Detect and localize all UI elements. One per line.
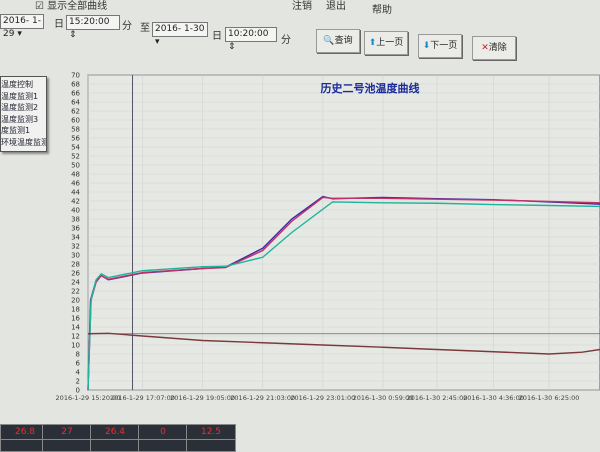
y-tick-label: 8 (76, 351, 80, 359)
day-label-2: 日 (212, 31, 222, 42)
arrow-up-icon: ⬆ (368, 38, 377, 48)
start-date-value: 2016- 1-29 (3, 16, 41, 39)
query-label: 查询 (334, 36, 353, 46)
end-date-value: 2016- 1-30 (155, 24, 205, 34)
x-tick-label: 2016-1-30 6:25:00 (519, 394, 580, 402)
y-tick-label: 24 (71, 279, 80, 287)
readout: 12.5 (186, 424, 236, 440)
y-tick-label: 22 (71, 288, 80, 296)
y-tick-label: 30 (71, 252, 80, 260)
to-label: 至 (140, 23, 150, 34)
legend-item[interactable]: 温度控制 (1, 80, 33, 89)
y-tick-label: 34 (71, 234, 80, 242)
legend-item[interactable]: 温度监测2 (1, 103, 39, 112)
x-tick-label: 2016-1-29 15:20:00 (56, 394, 121, 402)
series-line-3 (87, 332, 600, 355)
end-time-value: 10:20:00 (228, 29, 269, 39)
y-tick-label: 2 (76, 378, 80, 386)
y-tick-label: 18 (71, 306, 80, 314)
show-all-label: 显示全部曲线 (47, 1, 108, 12)
search-icon: 🔍 (323, 36, 335, 46)
readout: 27 (42, 424, 92, 440)
legend-item[interactable]: 温度监测3 (1, 114, 39, 124)
query-button[interactable]: 🔍查询 (316, 29, 360, 53)
x-tick-label: 2016-1-30 0:59:00 (353, 394, 414, 402)
end-time-input[interactable]: 10:20:00 ⇕ (225, 27, 277, 52)
next-label: 下一页 (430, 41, 458, 51)
y-tick-label: 66 (71, 90, 80, 98)
y-tick-label: 0 (76, 387, 80, 395)
y-tick-label: 40 (71, 207, 80, 215)
y-tick-label: 20 (71, 297, 80, 305)
x-tick-label: 2016-1-29 23:01:00 (290, 394, 355, 402)
y-tick-label: 46 (71, 180, 80, 188)
chart-title: 历史二号池温度曲线 (321, 81, 420, 95)
y-tick-label: 10 (71, 342, 80, 350)
minute-label-2: 分 (281, 35, 291, 46)
readout-blank (138, 439, 188, 452)
arrow-down-icon: ⬇ (422, 41, 431, 51)
prev-label: 上一页 (376, 38, 404, 48)
y-tick-label: 60 (71, 117, 80, 125)
y-tick-label: 32 (71, 243, 80, 251)
y-tick-label: 50 (71, 162, 80, 170)
start-time-input[interactable]: 15:20:00 ⇕ (66, 15, 120, 40)
plot-area (87, 74, 600, 391)
y-tick-label: 56 (71, 135, 80, 143)
legend-item[interactable]: 温度监测1 (1, 91, 39, 101)
readout: 26.4 (90, 424, 140, 440)
temperature-chart: 0246810121416182022242628303234363840424… (56, 72, 600, 402)
minute-label: 分 (122, 21, 132, 32)
prev-page-button[interactable]: ⬆上一页 (364, 31, 408, 55)
y-tick-label: 64 (71, 99, 80, 107)
y-tick-label: 28 (71, 261, 80, 269)
series-line-2 (87, 201, 600, 391)
y-tick-label: 44 (71, 189, 80, 197)
readout: 0 (138, 424, 188, 440)
y-tick-label: 26 (71, 270, 80, 278)
y-tick-label: 68 (71, 81, 80, 89)
y-tick-label: 14 (71, 324, 80, 332)
start-date-select[interactable]: 2016- 1-29 ▾ (0, 14, 44, 39)
menu-exit[interactable]: 退出 (326, 1, 346, 12)
x-tick-label: 2016-1-30 4:36:00 (463, 394, 524, 402)
readout-blank (90, 439, 140, 452)
close-icon: ✕ (481, 43, 489, 53)
x-tick-label: 2016-1-30 2:45:00 (407, 394, 468, 402)
y-tick-label: 6 (76, 360, 81, 368)
y-tick-label: 70 (71, 72, 80, 80)
clear-button[interactable]: ✕清除 (472, 36, 516, 60)
day-label: 日 (54, 19, 64, 30)
legend: 温度控制 温度监测1 温度监测2 温度监测3 度监测1 环境温度监测 (0, 76, 47, 152)
menu-logout[interactable]: 注销 (292, 1, 312, 12)
next-page-button[interactable]: ⬇下一页 (418, 34, 462, 58)
y-tick-label: 42 (71, 198, 80, 206)
end-date-select[interactable]: 2016- 1-30 ▾ (152, 22, 208, 47)
readout-blank (42, 439, 92, 452)
y-tick-label: 48 (71, 171, 80, 179)
y-tick-label: 36 (71, 225, 80, 233)
y-tick-label: 38 (71, 216, 80, 224)
x-tick-label: 2016-1-29 19:05:00 (170, 394, 235, 402)
show-all-checkbox[interactable]: ☑ 显示全部曲线 (35, 1, 108, 12)
x-tick-label: 2016-1-29 21:03:00 (230, 394, 295, 402)
y-tick-label: 52 (71, 153, 80, 161)
legend-item[interactable]: 环境温度监测 (1, 137, 47, 147)
x-tick-label: 2016-1-29 17:07:00 (110, 394, 175, 402)
legend-item[interactable]: 度监测1 (1, 126, 31, 135)
menu-help[interactable]: 帮助 (372, 5, 392, 16)
start-time-value: 15:20:00 (69, 17, 110, 27)
y-tick-label: 58 (71, 126, 80, 134)
y-tick-label: 12 (71, 333, 80, 341)
clear-label: 清除 (488, 43, 507, 53)
readout-blank (186, 439, 236, 452)
y-tick-label: 54 (71, 144, 80, 152)
y-tick-label: 62 (71, 108, 80, 116)
y-tick-label: 16 (71, 315, 80, 323)
y-tick-label: 4 (76, 369, 81, 377)
series-line-1 (87, 196, 600, 391)
